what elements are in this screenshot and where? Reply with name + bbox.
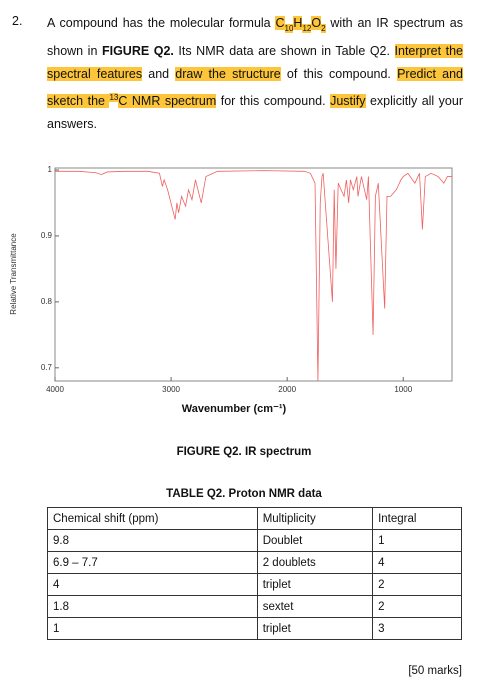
marks: [50 marks] (408, 665, 462, 677)
table-row: 4 triplet 2 (47, 573, 462, 596)
table-cell: triplet (256, 573, 374, 596)
table-cell: 3 (372, 617, 462, 640)
table-cell: 2 (372, 573, 462, 596)
table-row: 1 triplet 3 (47, 617, 462, 640)
plot-frame (54, 167, 453, 382)
text: 10 (284, 23, 294, 33)
table-cell: 1 (372, 529, 462, 552)
text: C (275, 16, 285, 30)
text: with an IR spectrum as shown in (47, 16, 463, 58)
table-cell: Doublet (256, 529, 374, 552)
table-cell: 4 (47, 573, 258, 596)
y-tick-label: 0.9 (41, 231, 53, 240)
table-cell: 2 (372, 595, 462, 618)
table-cell: triplet (256, 617, 374, 640)
question-text: A compound has the molecular formula C10… (47, 12, 464, 136)
table-cell: 4 (372, 551, 462, 574)
text: 12 (302, 23, 312, 33)
text: C NMR spectrum (118, 93, 217, 108)
text: draw the structure (175, 66, 281, 81)
ir-chart: Relative Transmittance Wavenumber (cm⁻¹)… (9, 165, 453, 415)
x-tick-label: 1000 (394, 385, 412, 394)
table-row: 9.8 Doublet 1 (47, 529, 462, 552)
table-cell: Multiplicity (256, 507, 374, 530)
text: H (293, 16, 303, 30)
table-cell: 1.8 (47, 595, 258, 618)
x-tick-label: 4000 (46, 385, 64, 394)
x-tick-label: 2000 (278, 385, 296, 394)
table-cell: 2 doublets (256, 551, 374, 574)
table-row: 1.8 sextet 2 (47, 595, 462, 618)
text: explicitly all your answers. (47, 93, 464, 131)
table-caption: TABLE Q2. Proton NMR data (166, 488, 322, 500)
text: FIGURE Q2. (101, 43, 174, 58)
table-cell: Integral (372, 507, 462, 530)
table-row: Chemical shift (ppm) Multiplicity Integral (47, 507, 462, 530)
table-cell: sextet (256, 595, 374, 618)
text: 2 (321, 23, 326, 33)
text: Its NMR data are shown in Table Q2. (173, 43, 395, 58)
table-cell: 9.8 (47, 529, 258, 552)
text: O (311, 16, 322, 30)
text: A compound has the molecular formula (47, 16, 276, 30)
y-tick-label: 0.7 (41, 363, 53, 372)
text: of this compound. (280, 66, 398, 81)
text: for this compound. (216, 93, 331, 108)
text: and (142, 66, 176, 81)
text: Justify (330, 93, 366, 108)
text: 13 (109, 92, 119, 102)
x-axis-label: Wavenumber (cm⁻¹) (182, 403, 287, 415)
x-tick-label: 3000 (162, 385, 180, 394)
y-axis-label: Relative Transmittance (9, 233, 18, 315)
y-tick-label: 0.8 (41, 297, 53, 306)
y-tick-label: 1 (48, 165, 53, 174)
table-cell: Chemical shift (ppm) (47, 507, 258, 530)
spectrum-line (55, 170, 452, 382)
table-row: 6.9 – 7.7 2 doublets 4 (47, 551, 462, 574)
table-cell: 6.9 – 7.7 (47, 551, 258, 574)
question-number: 2. (12, 14, 23, 28)
figure-caption: FIGURE Q2. IR spectrum (176, 446, 312, 458)
nmr-table: Chemical shift (ppm) Multiplicity Integral… (47, 507, 462, 640)
table-cell: 1 (47, 617, 258, 640)
